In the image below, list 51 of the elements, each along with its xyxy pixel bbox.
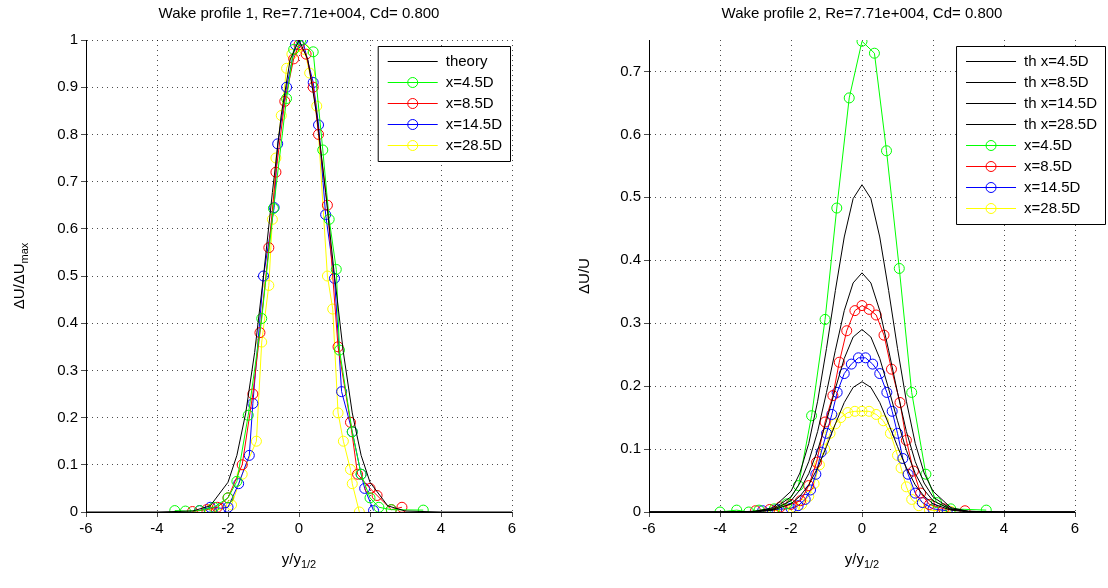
x-tick-label: -6 xyxy=(79,519,93,537)
y-tick-label: 0.8 xyxy=(57,124,78,142)
y-tick-label: 0.6 xyxy=(57,218,78,236)
legend-label: th x=28.5D xyxy=(1024,114,1098,132)
y-tick-label: 0 xyxy=(69,502,78,520)
x-tick-label: 2 xyxy=(365,519,375,537)
y-tick-label: 0 xyxy=(632,502,641,520)
legend-label: x=14.5D xyxy=(445,114,503,132)
y-tick-label: 0.2 xyxy=(57,407,78,425)
legend-label: x=28.5D xyxy=(445,135,503,153)
x-tick-label: -2 xyxy=(784,519,798,537)
x-axis-title: y/y$_{1/2}$ xyxy=(281,550,317,570)
x-tick-label: 0 xyxy=(857,519,867,537)
y-tick-label: 0.1 xyxy=(57,454,78,472)
x-tick-label: 6 xyxy=(507,519,517,537)
y-tick-label: 0.7 xyxy=(57,171,78,189)
y-tick-label: 0.3 xyxy=(57,360,78,378)
legend-label: th x=14.5D xyxy=(1024,93,1098,111)
x-tick-label: 4 xyxy=(436,519,446,537)
legend-label: x=28.5D xyxy=(1024,198,1081,216)
y-tick-label: 0.4 xyxy=(620,250,641,268)
y-tick-label: 0.2 xyxy=(620,376,641,394)
x-tick-label: 2 xyxy=(928,519,938,537)
y-tick-label: 0.6 xyxy=(620,124,641,142)
legend-label: th x=8.5D xyxy=(1024,72,1089,90)
legend-label: theory xyxy=(445,51,488,69)
y-tick-label: 0.9 xyxy=(57,77,78,95)
x-tick-label: -4 xyxy=(713,519,727,537)
legend-label: x=8.5D xyxy=(445,93,494,111)
x-tick-label: 6 xyxy=(1070,519,1080,537)
y-tick-label: 0.1 xyxy=(620,439,641,457)
legend-label: x=14.5D xyxy=(1024,177,1081,195)
legend-label: x=4.5D xyxy=(1024,135,1073,153)
chart-title: Wake profile 2, Re=7.71e+004, Cd= 0.800 xyxy=(721,4,1003,22)
x-tick-label: -6 xyxy=(642,519,656,537)
x-tick-label: -2 xyxy=(221,519,235,537)
y-tick-label: 0.4 xyxy=(57,313,78,331)
y-tick-label: 0.5 xyxy=(57,266,78,284)
y-tick-label: 0.7 xyxy=(620,61,641,79)
legend-label: x=8.5D xyxy=(1024,156,1073,174)
y-tick-label: 1 xyxy=(69,30,78,48)
y-tick-label: 0.3 xyxy=(620,313,641,331)
x-tick-label: 4 xyxy=(999,519,1009,537)
x-tick-label: 0 xyxy=(294,519,304,537)
x-tick-label: -4 xyxy=(150,519,164,537)
y-tick-label: 0.5 xyxy=(620,187,641,205)
legend-label: th x=4.5D xyxy=(1024,51,1089,69)
y-axis-title: ΔU/U xyxy=(574,258,592,294)
x-axis-title: y/y$_{1/2}$ xyxy=(844,550,880,570)
chart-title: Wake profile 1, Re=7.71e+004, Cd= 0.800 xyxy=(158,4,440,22)
legend-label: x=4.5D xyxy=(445,72,494,90)
